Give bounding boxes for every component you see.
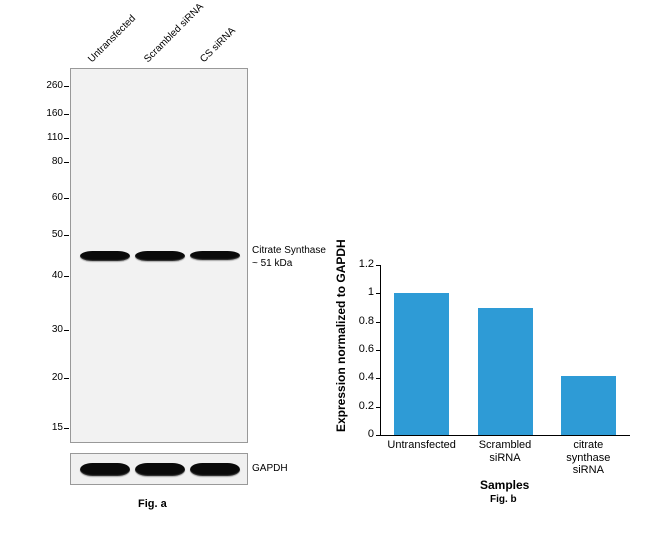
mw-tick-50 <box>64 235 69 236</box>
mw-marker-160: 160 <box>33 108 63 119</box>
cs-band-annotation-line1: Citrate Synthase <box>252 245 326 258</box>
y-tick-label-0.4: 0.4 <box>344 371 374 383</box>
bar-0 <box>394 293 449 435</box>
x-tick-label-0: Untransfected <box>380 439 463 452</box>
y-tick-label-1.2: 1.2 <box>344 258 374 270</box>
gapdh-band-lane1 <box>80 463 130 476</box>
mw-tick-260 <box>64 86 69 87</box>
mw-marker-60: 60 <box>33 192 63 203</box>
gapdh-band-lane2 <box>135 463 185 476</box>
mw-tick-60 <box>64 198 69 199</box>
gapdh-band-lane3 <box>190 463 240 476</box>
mw-tick-20 <box>64 378 69 379</box>
gapdh-blot <box>70 453 248 485</box>
lane-label-3: CS siRNA <box>198 25 238 65</box>
cs-band-row <box>79 251 241 261</box>
mw-tick-80 <box>64 162 69 163</box>
x-tick-label-1: ScrambledsiRNA <box>463 439 546 464</box>
lane-label-1: Untransfected <box>86 13 138 65</box>
cs-band-annotation: Citrate Synthase ~ 51 kDa <box>252 245 326 270</box>
x-axis-line <box>380 435 630 436</box>
main-blot <box>70 68 248 443</box>
cs-band-lane1 <box>80 251 130 261</box>
y-tick-0.4 <box>376 378 380 379</box>
mw-tick-40 <box>64 276 69 277</box>
chart-area: 00.20.40.60.811.2 <box>380 265 630 435</box>
mw-marker-110: 110 <box>33 132 63 143</box>
mw-tick-110 <box>64 138 69 139</box>
gapdh-band-row <box>79 463 241 476</box>
mw-marker-15: 15 <box>33 422 63 433</box>
cs-band-lane3 <box>190 251 240 260</box>
x-axis-title: Samples <box>480 478 529 492</box>
y-tick-0.8 <box>376 322 380 323</box>
y-axis-line <box>380 265 381 435</box>
mw-marker-30: 30 <box>33 324 63 335</box>
y-tick-label-0.8: 0.8 <box>344 315 374 327</box>
y-tick-0 <box>376 435 380 436</box>
figure-a-caption: Fig. a <box>138 498 167 510</box>
figure-b-caption: Fig. b <box>490 494 517 505</box>
mw-marker-20: 20 <box>33 372 63 383</box>
y-tick-label-0.2: 0.2 <box>344 400 374 412</box>
y-tick-1.2 <box>376 265 380 266</box>
x-tick-label-2: citratesynthasesiRNA <box>547 439 630 477</box>
mw-marker-40: 40 <box>33 270 63 281</box>
y-tick-0.6 <box>376 350 380 351</box>
bar-2 <box>561 376 616 436</box>
mw-marker-80: 80 <box>33 156 63 167</box>
mw-tick-15 <box>64 428 69 429</box>
cs-band-annotation-line2: ~ 51 kDa <box>252 258 326 271</box>
mw-tick-160 <box>64 114 69 115</box>
figure-a: Untransfected Scrambled siRNA CS siRNA 2… <box>20 10 330 530</box>
mw-tick-30 <box>64 330 69 331</box>
gapdh-annotation: GAPDH <box>252 463 288 476</box>
y-tick-1 <box>376 293 380 294</box>
figure-b: Expression normalized to GAPDH 00.20.40.… <box>330 260 640 530</box>
y-tick-label-1: 1 <box>344 286 374 298</box>
lane-label-2: Scrambled siRNA <box>142 1 206 65</box>
lane-labels-group: Untransfected Scrambled siRNA CS siRNA <box>72 10 252 60</box>
y-tick-label-0: 0 <box>344 428 374 440</box>
y-tick-label-0.6: 0.6 <box>344 343 374 355</box>
cs-band-lane2 <box>135 251 185 261</box>
mw-marker-50: 50 <box>33 229 63 240</box>
mw-marker-260: 260 <box>33 80 63 91</box>
y-tick-0.2 <box>376 407 380 408</box>
bar-1 <box>478 308 533 436</box>
